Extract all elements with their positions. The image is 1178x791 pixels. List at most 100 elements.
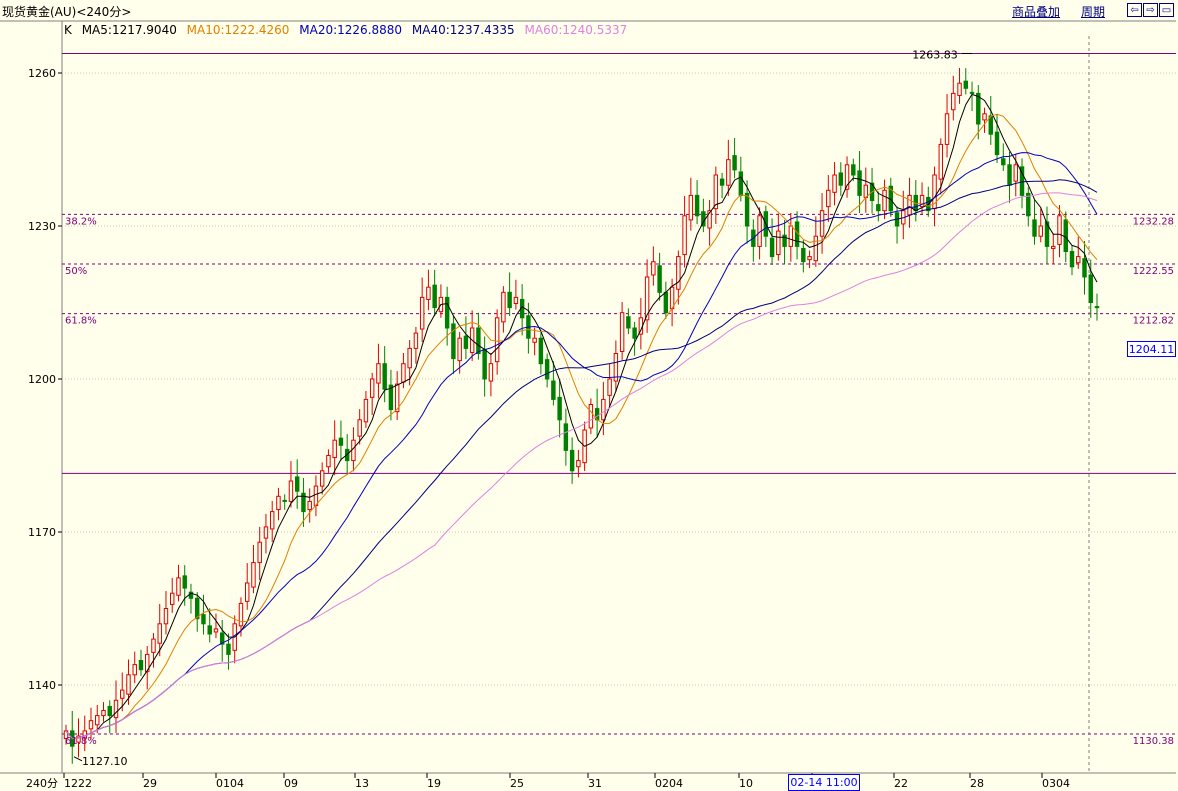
candle-body — [276, 495, 281, 511]
candle-body — [732, 155, 737, 171]
period-low-arrow — [73, 756, 83, 762]
candle-body — [257, 541, 262, 564]
x-tick-label: 0304 — [1042, 777, 1070, 790]
x-tick-label: 28 — [970, 777, 984, 790]
fib-percent-label: 61.8% — [65, 316, 97, 327]
candle-body — [607, 378, 612, 396]
candle-body — [788, 225, 794, 247]
candle-body — [907, 194, 912, 216]
scroll-left-button[interactable]: ⇦ — [1127, 3, 1142, 17]
candle-body — [1026, 192, 1031, 217]
candle-body — [1057, 215, 1062, 245]
candle-body — [176, 577, 181, 596]
x-tick-label: 22 — [894, 777, 908, 790]
candle-body — [1044, 221, 1050, 247]
candle-body — [301, 492, 306, 513]
candle-body — [194, 597, 200, 620]
candle-body — [619, 312, 625, 352]
candle-body — [107, 705, 112, 717]
candle-body — [1013, 164, 1018, 182]
candle-body — [576, 460, 581, 468]
candle-body — [951, 92, 956, 111]
overlay-commodity-link[interactable]: 商品叠加 — [1012, 5, 1061, 19]
candle-body — [1007, 164, 1012, 186]
x-tick-label: 0204 — [655, 777, 683, 790]
chart-title: 现货黄金(AU)<240分> — [2, 5, 132, 19]
candle-body — [269, 511, 275, 530]
candle-body — [507, 291, 512, 309]
candle-body — [713, 174, 719, 210]
candle-body — [113, 699, 119, 719]
candle-body — [407, 347, 412, 369]
ma20-line — [65, 152, 1098, 740]
candle-body — [776, 230, 781, 256]
candle-body — [782, 234, 787, 247]
candle-body — [813, 235, 819, 262]
candle-body — [994, 131, 1000, 156]
candle-body — [138, 660, 144, 671]
candle-body — [663, 291, 669, 314]
legend-ma60: MA60:1240.5337 — [524, 23, 628, 37]
last-price-box: 1204.11 — [1127, 341, 1176, 357]
candle-body — [451, 323, 456, 360]
candle-body — [676, 256, 681, 290]
candle-body — [551, 380, 556, 400]
scroll-right-button[interactable]: ⇨ — [1143, 3, 1158, 17]
ma-legend: K MA5:1217.9040 MA10:1222.4260 MA20:1226… — [64, 23, 633, 37]
candle-body — [544, 359, 550, 380]
y-tick-label: 1230 — [28, 220, 56, 233]
x-period-label: 240分 — [26, 777, 58, 790]
x-tick-label: 10 — [739, 777, 753, 790]
candle-body — [557, 396, 562, 421]
candle-body — [694, 194, 700, 217]
candle-body — [226, 643, 231, 655]
y-tick-label: 1200 — [28, 373, 56, 386]
ma10-line — [65, 113, 1098, 740]
candle-body — [95, 715, 100, 726]
x-tick-label: 31 — [588, 777, 602, 790]
candle-body — [919, 194, 925, 208]
fib-percent-label: 50% — [65, 266, 87, 277]
period-link[interactable]: 周期 — [1081, 5, 1106, 19]
legend-ma20: MA20:1226.8880 — [299, 23, 403, 37]
candle-body — [132, 664, 137, 676]
candle-body — [244, 582, 250, 602]
candle-body — [263, 526, 269, 539]
candle-body — [801, 247, 806, 263]
candle-body — [401, 363, 406, 383]
candle-body — [463, 335, 469, 349]
x-tick-label: 1222 — [64, 777, 92, 790]
candle-body — [282, 499, 287, 502]
candle-body — [657, 265, 662, 293]
candle-body — [332, 439, 337, 459]
candle-body — [963, 80, 969, 89]
candle-body — [444, 296, 450, 329]
fib-value-label: 1232.28 — [1133, 216, 1174, 227]
fib-percent-label: 38.2% — [65, 216, 97, 227]
candle-body — [613, 353, 619, 382]
candle-body — [844, 164, 850, 190]
candle-body — [326, 455, 331, 468]
x-tick-label: 25 — [510, 777, 524, 790]
candle-body — [419, 296, 425, 330]
candle-body — [1069, 251, 1075, 268]
candle-body — [976, 92, 981, 125]
candle-body — [863, 184, 869, 198]
candle-body — [219, 632, 225, 645]
candle-body — [369, 378, 375, 398]
candle-body — [145, 653, 150, 673]
candle-body — [632, 327, 637, 339]
candle-body — [494, 317, 500, 363]
candle-body — [626, 316, 631, 329]
y-tick-label: 1260 — [28, 67, 56, 80]
candle-body — [532, 337, 537, 343]
candle-body — [319, 470, 325, 487]
candle-body — [1019, 166, 1025, 196]
fib-value-label: 1130.38 — [1133, 736, 1174, 747]
candle-body — [238, 602, 244, 627]
candle-body — [201, 614, 206, 625]
legend-prefix: K — [64, 23, 72, 37]
restore-view-button[interactable]: ▭ — [1159, 3, 1174, 17]
candle-body — [969, 91, 975, 94]
